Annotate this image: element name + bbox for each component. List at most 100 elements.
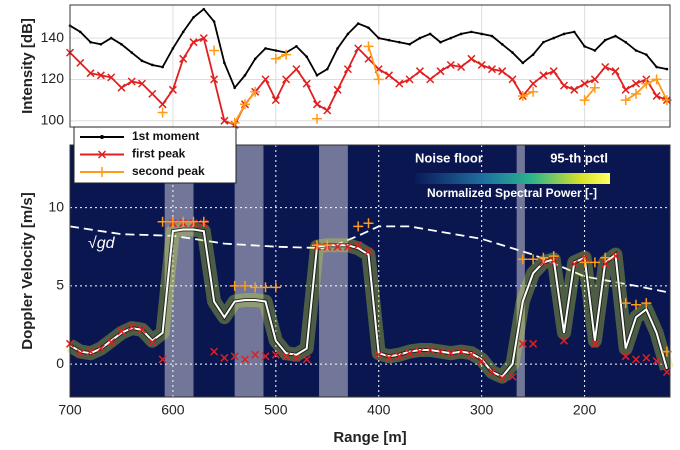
marker	[107, 338, 116, 347]
marker	[572, 30, 576, 34]
marker	[250, 86, 261, 97]
marker	[354, 44, 363, 53]
y-tick-label: 10	[48, 198, 64, 214]
marker	[651, 74, 662, 85]
marker	[158, 355, 167, 364]
marker	[292, 353, 301, 362]
legend-marker	[97, 150, 107, 159]
marker	[631, 355, 641, 364]
marker	[374, 350, 383, 359]
marker	[459, 32, 463, 36]
marker	[631, 299, 641, 310]
marker	[261, 75, 270, 84]
marker	[243, 74, 247, 77]
marker	[621, 352, 630, 361]
marker	[387, 38, 391, 42]
marker	[611, 67, 620, 76]
marker	[168, 85, 177, 94]
marker	[305, 55, 309, 58]
legend-label: 1st moment	[132, 129, 199, 143]
colorbar-high: 95-th pctl	[550, 150, 608, 165]
legend-marker	[97, 167, 107, 177]
marker	[457, 347, 466, 356]
x-tick-label: 400	[367, 402, 391, 418]
marker	[230, 352, 239, 361]
marker	[395, 352, 404, 361]
marker	[528, 254, 539, 265]
marker	[600, 252, 611, 263]
marker	[240, 280, 250, 291]
marker	[570, 259, 579, 269]
marker	[642, 353, 651, 362]
marker	[542, 40, 545, 44]
marker	[220, 116, 229, 125]
marker	[229, 117, 240, 128]
marker	[559, 336, 569, 345]
marker	[99, 42, 103, 46]
marker	[415, 347, 424, 356]
marker	[579, 95, 590, 106]
marker	[603, 38, 607, 42]
marker	[271, 350, 280, 359]
marker	[652, 91, 661, 101]
marker	[449, 36, 453, 40]
marker	[253, 57, 257, 61]
marker	[179, 54, 188, 63]
marker	[210, 75, 219, 84]
x-tick-label: 600	[161, 402, 185, 418]
y-tick-label: 0	[56, 355, 64, 371]
marker	[281, 49, 292, 60]
marker	[548, 251, 559, 262]
marker	[662, 367, 671, 377]
plot-frame	[69, 144, 671, 398]
x-axis-label: Range [m]	[333, 429, 406, 446]
marker	[418, 36, 422, 40]
marker	[415, 67, 424, 76]
marker	[333, 242, 342, 251]
shaded-range	[516, 145, 525, 397]
marker	[405, 349, 414, 358]
y-axis-label: Intensity [dB]	[19, 18, 36, 114]
marker	[518, 339, 527, 348]
marker	[96, 71, 105, 80]
marker	[325, 67, 329, 71]
marker	[86, 69, 95, 78]
marker	[620, 298, 631, 309]
marker	[274, 49, 278, 52]
marker	[78, 30, 82, 34]
marker	[295, 45, 298, 48]
x-tick-label: 300	[470, 402, 494, 418]
marker	[127, 77, 136, 86]
marker	[188, 216, 199, 227]
marker	[490, 34, 494, 38]
marker	[209, 45, 220, 56]
marker	[336, 47, 339, 50]
y-axis-label: Doppler Velocity [m/s]	[19, 192, 36, 350]
marker	[405, 75, 414, 84]
marker	[521, 61, 525, 65]
marker	[282, 352, 291, 361]
marker	[363, 218, 374, 229]
marker	[151, 63, 154, 67]
marker	[531, 53, 535, 56]
marker	[373, 74, 384, 85]
marker	[161, 65, 164, 69]
marker	[346, 32, 350, 36]
marker	[631, 79, 641, 88]
marker	[589, 82, 600, 93]
marker	[367, 26, 370, 30]
plot-frame	[69, 4, 671, 128]
marker	[590, 75, 599, 84]
marker	[167, 216, 178, 227]
marker	[117, 327, 126, 336]
marker	[665, 67, 669, 71]
y-tick-label: 5	[56, 277, 64, 293]
marker	[508, 75, 517, 84]
marker	[593, 49, 597, 52]
marker	[364, 247, 373, 256]
marker	[322, 240, 333, 251]
y-tick-label: 100	[41, 111, 65, 127]
marker	[641, 298, 652, 309]
marker	[579, 257, 590, 268]
